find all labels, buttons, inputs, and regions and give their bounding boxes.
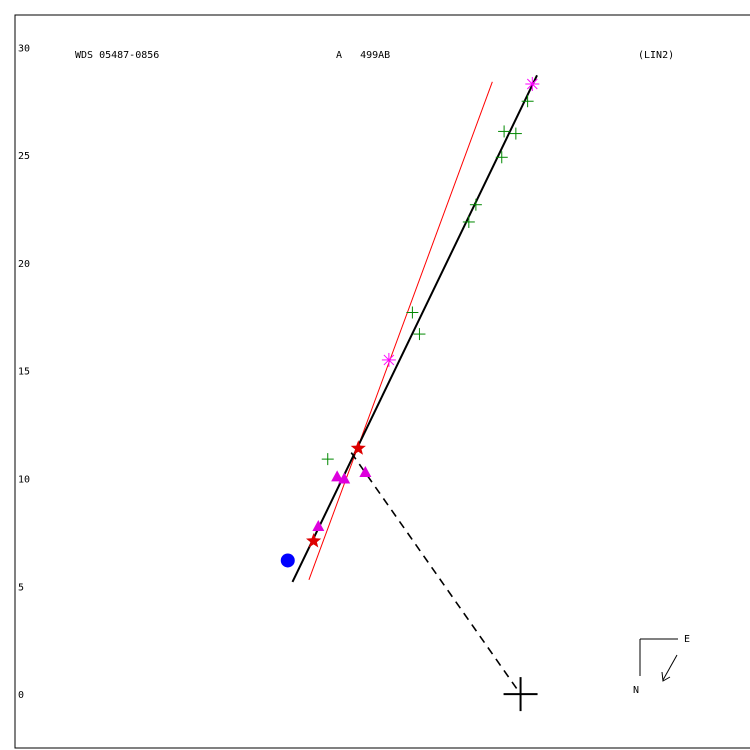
y-tick-label: 15 [18,367,30,378]
y-tick-label: 25 [18,151,30,162]
speckle-point [312,519,325,531]
micrometric-point [498,125,511,138]
red-star-point [350,440,366,455]
speckle-point [338,472,351,484]
y-tick-label: 30 [18,43,30,54]
asterisk-point [525,76,540,91]
micrometric-point [469,198,482,211]
compass-motion-arrow-icon [662,654,678,681]
micrometric-point [521,95,534,108]
asterisk-point [381,352,396,367]
y-tick-label: 20 [18,259,30,270]
micrometric-point [321,453,334,466]
red-star-point [306,533,322,548]
line-of-nodes [350,452,522,695]
observation-marks [280,76,540,712]
blue-point [280,553,295,568]
compass-north-label: N [633,685,639,696]
speckle-point [359,466,372,478]
plot-frame [14,14,750,749]
compass-east-label: E [684,634,690,645]
orbit-lines [291,74,538,695]
y-tick-labels: 0 5 10 15 20 25 30 [18,43,30,701]
y-tick-label: 10 [18,475,30,486]
y-tick-label: 5 [18,582,24,593]
y-tick-label: 0 [18,690,24,701]
compass-arrowhead-icon [661,671,671,682]
orbit-line [291,74,538,583]
header-wds-id: WDS 05487-0856 [75,50,159,61]
header-pair-name: A 499AB [336,50,390,61]
compass: E N [633,634,690,696]
micrometric-point [495,151,508,164]
micrometric-point [413,328,426,341]
micrometric-point [509,127,522,140]
micrometric-point [462,215,475,228]
header-orbit-code: (LIN2) [638,50,674,61]
alternate-orbit-line [308,81,493,581]
speckle-point [331,470,344,482]
micrometric-point [406,306,419,319]
